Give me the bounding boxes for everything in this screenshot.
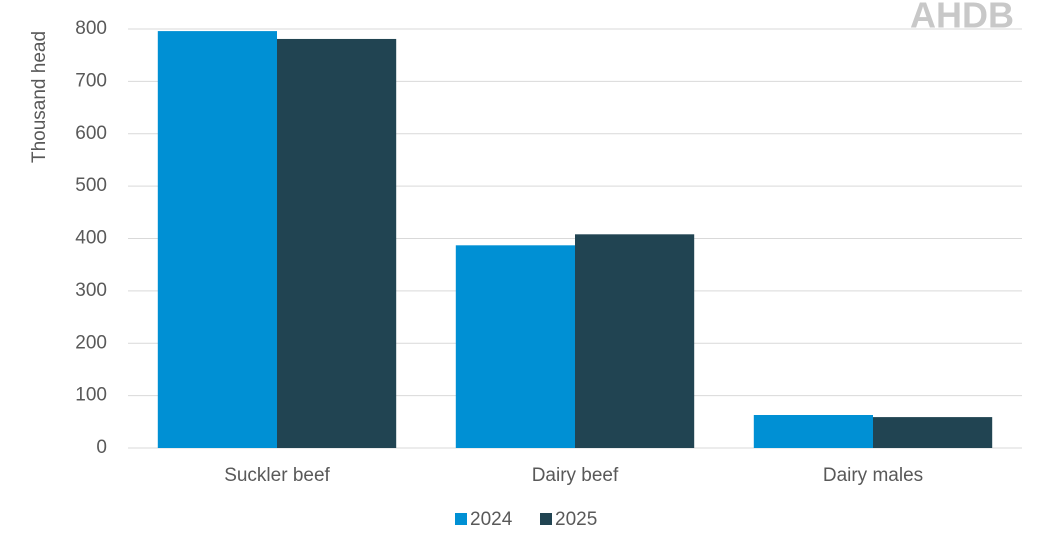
y-tick-label: 0 (96, 437, 107, 458)
bar (277, 38, 397, 449)
legend-label: 2025 (555, 509, 597, 530)
y-tick-label: 700 (75, 70, 107, 91)
bar (575, 234, 695, 448)
x-tick-label: Dairy beef (532, 465, 619, 486)
logo: AHDB (910, 0, 1014, 36)
y-tick-label: 600 (75, 123, 107, 144)
y-tick-label: 400 (75, 228, 107, 249)
bar (455, 245, 575, 448)
legend-label: 2024 (470, 509, 513, 530)
y-tick-label: 100 (75, 385, 107, 406)
bar (873, 417, 993, 448)
y-tick-label: 200 (75, 332, 107, 353)
x-tick-label: Suckler beef (224, 465, 330, 486)
y-tick-label: 300 (75, 280, 107, 301)
x-tick-label: Dairy males (823, 465, 923, 486)
bar (753, 415, 873, 448)
legend-swatch (455, 513, 467, 525)
legend-swatch (540, 513, 552, 525)
bar (157, 31, 277, 448)
y-tick-label: 500 (75, 175, 107, 196)
y-axis-label: Thousand head (29, 31, 50, 163)
y-tick-label: 800 (75, 18, 107, 39)
